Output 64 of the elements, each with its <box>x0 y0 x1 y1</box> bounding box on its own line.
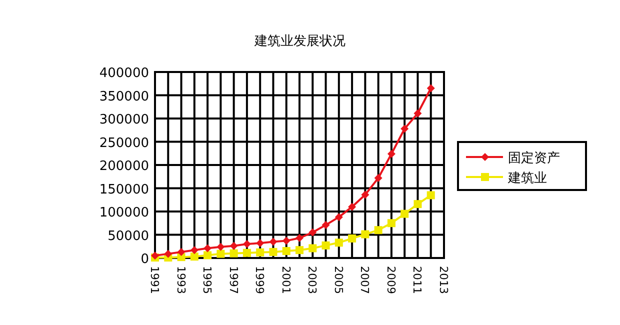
point <box>374 226 382 234</box>
point <box>204 251 212 260</box>
point <box>164 250 172 258</box>
point <box>334 213 343 222</box>
xtick: 1995 <box>200 266 214 294</box>
point <box>296 246 304 254</box>
xtick: 1999 <box>253 266 266 294</box>
point <box>308 244 317 252</box>
point <box>242 248 251 257</box>
xtick: 1993 <box>174 266 188 294</box>
point <box>282 247 290 256</box>
point <box>296 234 304 242</box>
legend-label: 固定资产 <box>508 151 560 166</box>
point <box>322 220 330 229</box>
title: 建筑业发展状况 <box>254 34 346 49</box>
point <box>216 250 225 258</box>
point <box>216 242 225 251</box>
point <box>308 228 317 236</box>
point <box>334 238 343 247</box>
ytick: 250000 <box>99 136 149 151</box>
legend-label: 建筑业 <box>507 171 547 186</box>
point <box>414 200 422 208</box>
point <box>190 246 198 254</box>
ytick: 0 <box>140 252 149 267</box>
point <box>256 239 264 248</box>
point <box>269 248 278 256</box>
point <box>282 236 290 245</box>
point <box>190 252 198 261</box>
point <box>414 109 422 118</box>
point <box>177 248 186 256</box>
xtick: 2003 <box>306 266 319 294</box>
ytick: 150000 <box>99 182 149 198</box>
ytick: 300000 <box>99 112 149 128</box>
ytick: 400000 <box>99 66 149 81</box>
point <box>269 238 278 246</box>
point <box>361 190 370 199</box>
xtick: 2001 <box>279 266 292 294</box>
point <box>348 234 356 242</box>
ytick: 50000 <box>108 228 149 244</box>
point <box>322 241 330 250</box>
xtick: 2011 <box>410 266 424 294</box>
ytick: 350000 <box>99 89 149 104</box>
xtick: 1991 <box>148 266 161 294</box>
point <box>230 249 238 258</box>
point <box>400 210 409 218</box>
point <box>426 191 435 200</box>
xtick: 2009 <box>384 266 398 294</box>
ytick: 100000 <box>99 206 149 220</box>
point <box>426 84 435 92</box>
xtick: 2007 <box>358 266 372 294</box>
xtick: 2005 <box>332 266 345 294</box>
point <box>400 124 409 133</box>
ytick: 200000 <box>99 159 149 174</box>
point <box>348 202 356 211</box>
xtick: 2013 <box>437 266 450 294</box>
xtick: 1997 <box>226 266 240 294</box>
point <box>387 219 396 228</box>
point <box>387 150 396 158</box>
point <box>256 248 264 256</box>
point <box>242 240 251 248</box>
point <box>204 244 212 252</box>
point <box>361 230 370 238</box>
point <box>374 174 382 182</box>
point <box>230 242 238 250</box>
